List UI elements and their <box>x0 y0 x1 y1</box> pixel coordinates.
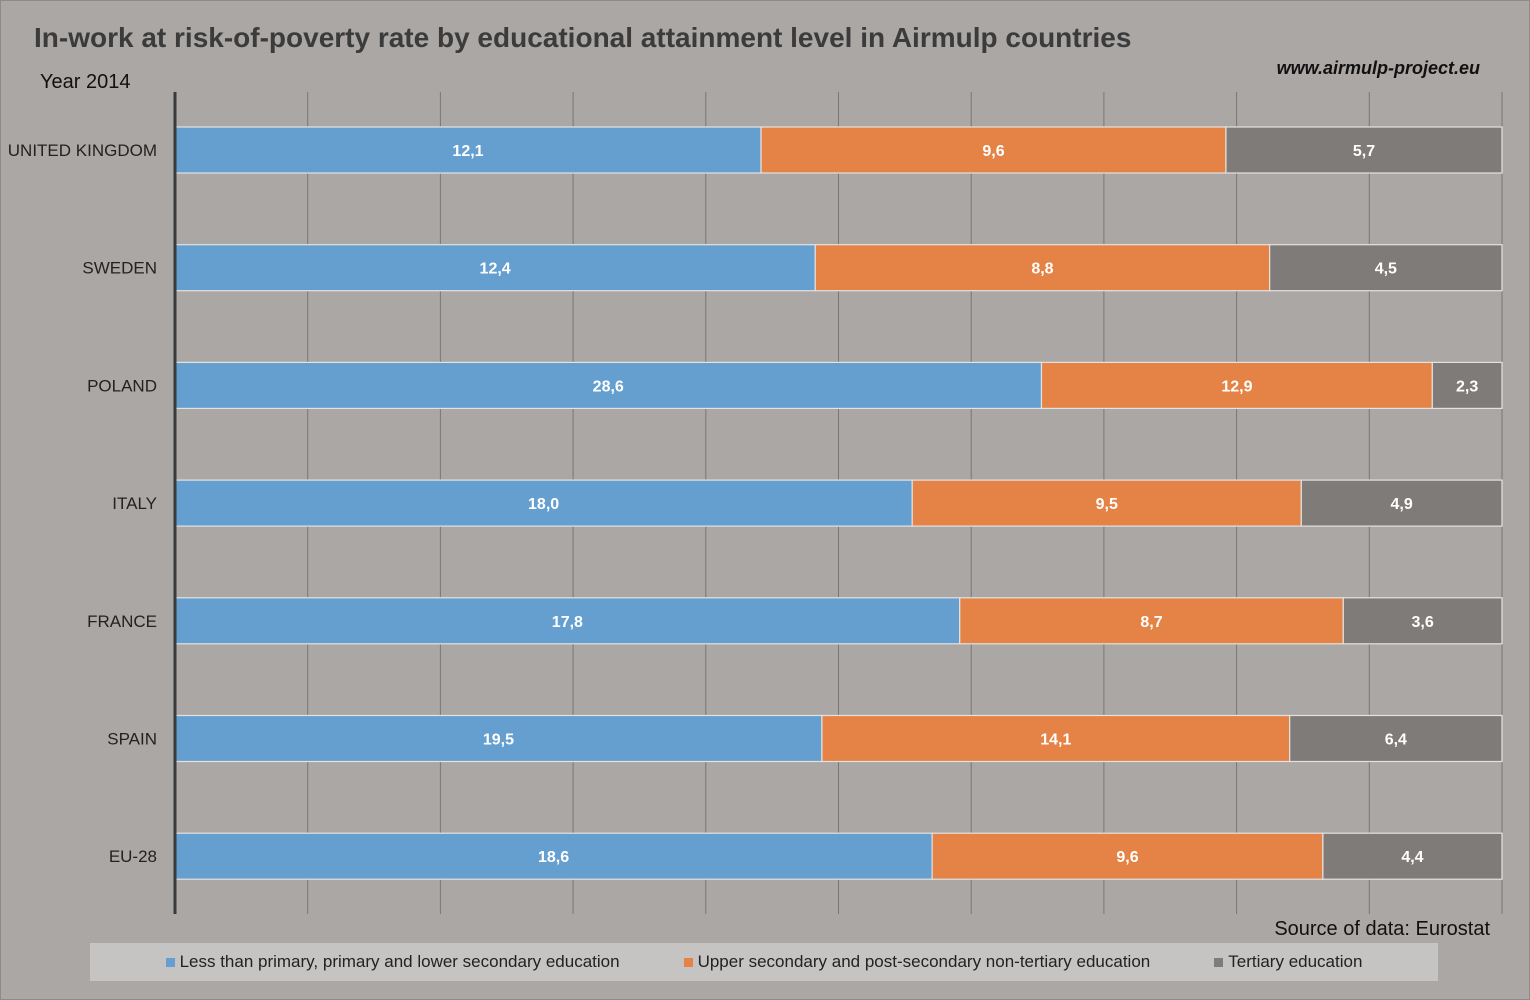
data-label: 6,4 <box>1385 732 1407 749</box>
bar-segment <box>174 832 933 880</box>
data-label: 12,9 <box>1221 378 1252 395</box>
category-label: POLAND <box>87 376 157 395</box>
data-label: 8,8 <box>1031 261 1053 278</box>
bar-segment <box>931 832 1324 880</box>
data-label: 9,5 <box>1096 496 1118 513</box>
category-labels: UNITED KINGDOM SWEDEN POLAND ITALY FRANCE SPA… <box>8 141 157 866</box>
chart-title: In-work at risk-of-poverty rate by educa… <box>34 22 1132 53</box>
legend-swatch <box>1214 957 1224 967</box>
data-label: 18,0 <box>528 496 559 513</box>
data-label: 4,5 <box>1375 261 1397 278</box>
bar-segment <box>1269 244 1503 292</box>
website-url: www.airmulp-project.eu <box>1276 58 1480 78</box>
legend-label: Less than primary, primary and lower sec… <box>179 952 620 971</box>
data-label: 5,7 <box>1353 143 1375 160</box>
data-label: 28,6 <box>593 378 624 395</box>
legend: Less than primary, primary and lower sec… <box>90 943 1438 981</box>
chart-subtitle: Year 2014 <box>40 71 131 93</box>
bar-segment <box>959 597 1344 645</box>
bar-segment <box>1289 714 1503 763</box>
data-label: 8,7 <box>1140 614 1162 631</box>
bar-segment <box>911 479 1302 527</box>
data-label: 18,6 <box>538 849 569 866</box>
bar-segment <box>1300 479 1503 527</box>
data-label: 9,6 <box>1116 849 1138 866</box>
category-label: EU-28 <box>109 847 157 866</box>
data-label: 4,9 <box>1391 496 1413 513</box>
legend-item: Tertiary education <box>1214 952 1362 972</box>
data-label: 4,4 <box>1401 849 1423 866</box>
bar-segment <box>821 714 1291 763</box>
data-label: 2,3 <box>1456 378 1478 395</box>
data-label: 9,6 <box>982 143 1004 160</box>
category-label: SWEDEN <box>82 259 157 278</box>
legend-swatch <box>683 957 693 967</box>
bar-segment <box>1322 832 1503 880</box>
data-label: 12,1 <box>452 143 483 160</box>
bar-segment <box>174 714 823 763</box>
bar-segment <box>174 597 961 645</box>
bar-segment <box>814 244 1271 292</box>
bar-segment <box>1431 361 1503 409</box>
data-label: 12,4 <box>480 261 511 278</box>
data-label: 14,1 <box>1040 732 1071 749</box>
bar-labels: 12,1 9,6 5,7 12,4 8,8 4,5 28,6 12,9 2,3 18,0 9,5 4,… <box>452 143 1478 866</box>
category-label: FRANCE <box>87 612 157 631</box>
data-label: 19,5 <box>483 732 514 749</box>
legend-label: Upper secondary and post-secondary non-t… <box>697 952 1151 971</box>
bar-segment <box>1225 126 1503 174</box>
source-note: Source of data: Eurostat <box>1274 918 1490 940</box>
bar-segment <box>760 126 1227 174</box>
legend-item: Less than primary, primary and lower sec… <box>165 952 620 972</box>
bar-segment <box>1342 597 1503 645</box>
bar-segment <box>174 126 762 174</box>
category-label: UNITED KINGDOM <box>8 141 157 160</box>
category-label: SPAIN <box>107 730 157 749</box>
data-label: 17,8 <box>552 614 583 631</box>
legend-swatch <box>165 957 175 967</box>
legend-item: Upper secondary and post-secondary non-t… <box>683 952 1151 972</box>
legend-label: Tertiary education <box>1228 952 1363 971</box>
bars <box>174 126 1503 880</box>
data-label: 3,6 <box>1412 614 1434 631</box>
bar-segment <box>1040 361 1433 409</box>
category-label: ITALY <box>112 494 157 513</box>
bar-segment <box>174 244 816 292</box>
